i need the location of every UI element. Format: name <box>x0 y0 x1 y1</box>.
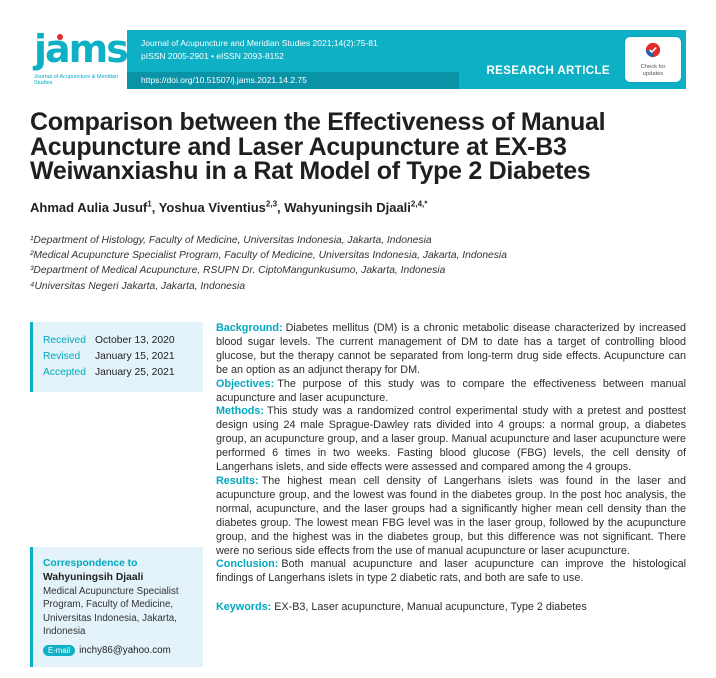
date-row-received: Received October 13, 2020 <box>43 333 194 349</box>
author-name: Ahmad Aulia Jusuf <box>30 200 148 216</box>
section-label: Conclusion: <box>216 558 279 571</box>
correspondence-box: Correspondence to Wahyuningsih Djaali Me… <box>30 547 203 667</box>
abstract-section-methods: Methods: This study was a randomized cont… <box>216 405 686 475</box>
keywords-line: Keywords: EX-B3, Laser acupuncture, Manua… <box>216 601 686 615</box>
author: Yoshua Viventius2,3, <box>159 200 285 215</box>
author-name: Yoshua Viventius <box>158 200 266 216</box>
date-value: January 15, 2021 <box>95 351 175 362</box>
section-label: Methods: <box>216 405 264 418</box>
affiliations: ¹Department of Histology, Faculty of Med… <box>30 233 507 294</box>
crossmark-badge[interactable]: Check for updates <box>625 37 681 82</box>
affiliation: ⁴Universitas Negeri Jakarta, Jakarta, In… <box>30 280 246 292</box>
section-text: The highest mean cell density of Langerh… <box>216 474 686 557</box>
affiliation: ¹Department of Histology, Faculty of Med… <box>30 235 432 246</box>
affiliation: ³Department of Medical Acupuncture, RSUP… <box>30 265 446 277</box>
author-affiliation-marker: 1 <box>147 200 152 209</box>
date-value: October 13, 2020 <box>95 335 175 346</box>
abstract-section-objectives: Objectives: The purpose of this study was… <box>216 378 686 406</box>
crossmark-label: Check for updates <box>640 64 666 77</box>
section-label: Results: <box>216 474 259 487</box>
author: Ahmad Aulia Jusuf1, <box>30 200 159 215</box>
section-label: Objectives: <box>216 377 275 390</box>
email-link[interactable]: inchy86@yahoo.com <box>79 644 171 656</box>
author-affiliation-marker: 2,3 <box>265 200 278 209</box>
section-text: Diabetes mellitus (DM) is a chronic meta… <box>216 322 686 376</box>
section-label: Background: <box>216 322 283 334</box>
date-row-revised: Revised January 15, 2021 <box>43 349 194 365</box>
article-title: Comparison between the Effectiveness of … <box>30 108 606 185</box>
journal-logo-subtitle: Journal of Acupuncture & Meridian Studie… <box>34 74 119 86</box>
abstract-section-conclusion: Conclusion: Both manual acupuncture and l… <box>216 558 686 586</box>
date-label: Accepted <box>43 367 86 378</box>
author-affiliation-marker: 2,4,* <box>410 200 428 209</box>
correspondence-heading: Correspondence to <box>43 558 138 569</box>
header-bar: Journal of Acupuncture and Meridian Stud… <box>127 30 686 89</box>
date-value: January 25, 2021 <box>95 367 175 378</box>
correspondence-name: Wahyuningsih Djaali <box>43 572 144 583</box>
abstract-section-background: Background: Diabetes mellitus (DM) is a c… <box>216 322 686 378</box>
author: Wahyuningsih Djaali2,4,* <box>284 200 427 215</box>
abstract: Background: Diabetes mellitus (DM) is a c… <box>216 322 686 615</box>
jams-logo-text: jams <box>34 27 129 71</box>
date-label: Revised <box>43 351 81 362</box>
section-text: Both manual acupuncture and laser acupun… <box>216 558 686 585</box>
correspondence-address: Medical Acupuncture Specialist Program, … <box>43 586 179 638</box>
logo-acupoint-dot-icon <box>57 34 63 40</box>
author-separator: , <box>151 200 159 216</box>
journal-logo: jams Journal of Acupuncture & Meridian S… <box>30 27 129 89</box>
journal-issn: pISSN 2005-2901 • eISSN 2093-8152 <box>141 51 284 61</box>
abstract-section-results: Results: The highest mean cell density of… <box>216 475 686 558</box>
section-text: This study was a randomized control expe… <box>216 405 686 474</box>
affiliation: ²Medical Acupuncture Specialist Program,… <box>30 250 507 262</box>
email-label-badge: E-mail <box>43 644 76 656</box>
correspondence-email-row: E-mail inchy86@yahoo.com <box>43 644 194 656</box>
article-type-label: RESEARCH ARTICLE <box>486 65 610 77</box>
date-label: Received <box>43 335 86 346</box>
section-text: The purpose of this study was to compare… <box>216 377 686 404</box>
sidebar: Received October 13, 2020 Revised Januar… <box>30 322 203 667</box>
keywords-label: Keywords: <box>216 601 272 614</box>
journal-citation: Journal of Acupuncture and Meridian Stud… <box>141 38 378 48</box>
article-history-box: Received October 13, 2020 Revised Januar… <box>30 322 203 392</box>
author-line: Ahmad Aulia Jusuf1, Yoshua Viventius2,3,… <box>30 200 427 215</box>
author-name: Wahyuningsih Djaali <box>284 200 411 216</box>
crossmark-icon <box>645 42 661 63</box>
date-row-accepted: Accepted January 25, 2021 <box>43 365 194 381</box>
journal-header: jams Journal of Acupuncture & Meridian S… <box>30 30 686 89</box>
doi-link[interactable]: https://doi.org/10.51507/j.jams.2021.14.… <box>127 72 459 89</box>
author-separator: , <box>277 200 285 216</box>
keywords-text: EX-B3, Laser acupuncture, Manual acupunc… <box>274 601 587 614</box>
